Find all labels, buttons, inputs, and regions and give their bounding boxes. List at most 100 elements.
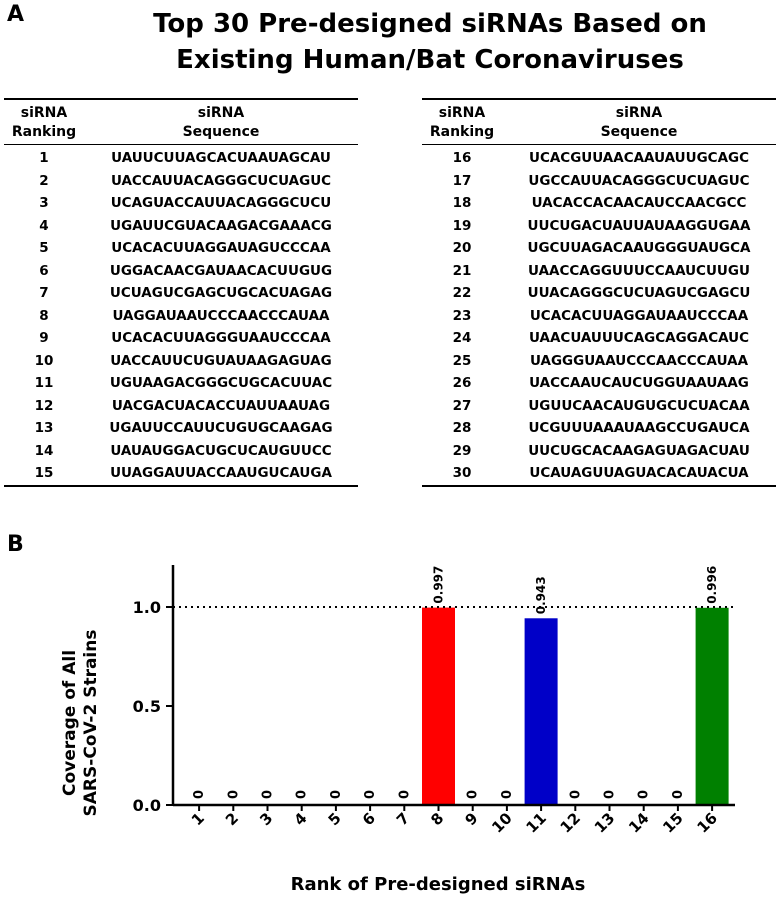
table-row: 27 UGUUCAACAUGUGCUCUACAA: [422, 395, 776, 418]
x-tick-label-4: 4: [290, 809, 310, 829]
sirna-sequence: UUACAGGGCUCUAGUCGAGCU: [527, 285, 751, 301]
table-row: 9 UCACACUUAGGGUAAUCCCAA: [4, 327, 358, 350]
sirna-rank: 26: [452, 375, 472, 391]
table-row: 23 UCACACUUAGGAUAAUCCCAA: [422, 305, 776, 328]
table-row: 13 UGAUUCCAUUCUGUGCAAGAG: [4, 417, 358, 440]
sirna-rank: 9: [39, 330, 49, 346]
sirna-sequence: UGGACAACGAUAACACUUGUG: [109, 262, 333, 279]
value-label-6: 0: [363, 790, 378, 799]
sirna-rank: 14: [34, 442, 54, 459]
sirna-sequence: UUCUGACUAUUAUAAGGUGAA: [527, 217, 751, 234]
x-tick-label-15: 15: [659, 809, 686, 836]
sirna-sequence: UAGGGUAAUCCCAACCCAUAA: [529, 352, 749, 369]
value-label-4: 0: [295, 790, 310, 799]
sirna-sequence: UCUAGUCGAGCUGCACUAGAG: [109, 285, 333, 301]
y-axis-label: Coverage of All SARS-CoV-2 Strains: [60, 630, 101, 817]
table-row: 30 UCAUAGUUAGUACACAUACUA: [422, 462, 776, 487]
x-tick-label-5: 5: [325, 809, 345, 829]
sirna-sequence: UAACCAGGUUUCCAAUCUUGU: [528, 262, 750, 279]
table-row: 16 UCACGUUAACAAUAUUGCAGC: [422, 145, 776, 170]
x-tick-label-6: 6: [359, 809, 379, 829]
sirna-sequence: UACGACUACACCUAUUAAUAG: [111, 397, 331, 414]
x-tick-label-13: 13: [591, 809, 618, 836]
sequence-header-line-2: Sequence: [84, 123, 358, 145]
bar-16: [695, 607, 729, 805]
y-tick-label-0.0: 0.0: [133, 796, 161, 815]
bar-11: [524, 618, 558, 805]
panel-label-b: B: [7, 532, 24, 557]
sirna-rank: 11: [34, 375, 54, 391]
sirna-sequence: UACACCACAACAUCCAACGCC: [531, 195, 747, 211]
sirna-sequence: UGAUUCGUACAAGACGAAACG: [110, 217, 332, 234]
sirna-rank: 17: [452, 172, 472, 189]
x-tick-label-10: 10: [488, 809, 515, 836]
table-row: 10 UACCAUUCUGUAUAAGAGUAG: [4, 350, 358, 373]
sirna-rank: 5: [39, 240, 49, 256]
table-row: 20 UGCUUAGACAAUGGGUAUGCA: [422, 237, 776, 260]
sirna-sequence: UAACUAUUUCAGCAGGACAUC: [528, 330, 750, 346]
x-tick-label-1: 1: [188, 809, 208, 829]
sirna-rank: 1: [39, 150, 49, 166]
value-label-13: 0: [603, 790, 618, 799]
sirna-rank: 20: [452, 240, 472, 256]
sirna-sequence: UGUAAGACGGGCUGCACUUAC: [109, 375, 333, 391]
table-row: 2 UACCAUUACAGGGCUCUAGUC: [4, 170, 358, 193]
sirna-table-right: siRNA siRNA Ranking Sequence 16 UCACGUUAA…: [422, 98, 776, 487]
table-row: 19 UUCUGACUAUUAUAAGGUGAA: [422, 215, 776, 238]
x-tick-label-2: 2: [222, 809, 242, 829]
table-row: 18 UACACCACAACAUCCAACGCC: [422, 192, 776, 215]
table-row: 26 UACCAAUCAUCUGGUAAUAAG: [422, 372, 776, 395]
sirna-rank: 25: [452, 352, 472, 369]
sirna-rank: 13: [34, 420, 54, 436]
table-row: 24 UAACUAUUUCAGCAGGACAUC: [422, 327, 776, 350]
sirna-rank: 28: [452, 420, 472, 436]
value-label-12: 0: [568, 790, 583, 799]
sirna-rank: 15: [4, 462, 84, 487]
y-tick-label-1.0: 1.0: [133, 598, 161, 617]
x-tick-label-11: 11: [522, 809, 549, 836]
sirna-rank: 7: [39, 285, 49, 301]
x-tick-label-16: 16: [693, 809, 720, 836]
bar-8: [422, 607, 455, 805]
table-title-line-2: Existing Human/Bat Coronaviruses: [176, 45, 684, 75]
table-row: 4 UGAUUCGUACAAGACGAAACG: [4, 215, 358, 238]
table-row: 17 UGCCAUUACAGGGCUCUAGUC: [422, 170, 776, 193]
sirna-rank: 21: [452, 262, 472, 279]
table-row: 28 UCGUUUAAAUAAGCCUGAUCA: [422, 417, 776, 440]
table-row: 7 UCUAGUCGAGCUGCACUAGAG: [4, 282, 358, 305]
sequence-header-line-1: siRNA: [84, 98, 358, 123]
sirna-sequence: UCACACUUAGGAUAGUCCCAA: [111, 240, 331, 256]
value-label-7: 0: [397, 790, 412, 799]
x-tick-label-9: 9: [461, 809, 481, 829]
table-title-line-1: Top 30 Pre-designed siRNAs Based on: [153, 9, 707, 39]
sirna-sequence: UCGUUUAAAUAAGCCUGAUCA: [528, 420, 750, 436]
sirna-rank: 18: [452, 195, 472, 211]
panel-label-a: A: [7, 2, 25, 27]
sirna-sequence: UGCCAUUACAGGGCUCUAGUC: [528, 172, 750, 189]
table-row: 3 UCAGUACCAUUACAGGGCUCU: [4, 192, 358, 215]
sirna-sequence: UUCUGCACAAGAGUAGACUAU: [528, 442, 750, 459]
sirna-rank: 2: [39, 172, 49, 189]
sirna-rank: 23: [452, 307, 472, 324]
value-label-9: 0: [466, 790, 481, 799]
sirna-rank: 4: [39, 217, 49, 234]
rank-header-line-2: Ranking: [422, 123, 502, 145]
sirna-sequence: UACCAUUACAGGGCUCUAGUC: [110, 172, 332, 189]
table-row: 14 UAUAUGGACUGCUCAUGUUCC: [4, 440, 358, 463]
value-label-16: 0.996: [705, 566, 719, 604]
sirna-sequence: UGUUCAACAUGUGCUCUACAA: [528, 397, 750, 414]
value-label-1: 0: [192, 790, 207, 799]
sirna-sequence: UACCAAUCAUCUGGUAAUAAG: [529, 375, 749, 391]
sirna-rank: 24: [452, 330, 472, 346]
value-label-3: 0: [261, 790, 276, 799]
y-tick-label-0.5: 0.5: [133, 697, 161, 716]
table-row: 15 UUAGGAUUACCAAUGUCAUGA: [4, 462, 358, 487]
sirna-sequence: UCACACUUAGGGUAAUCCCAA: [111, 330, 331, 346]
rank-header-line-1: siRNA: [422, 98, 502, 123]
x-tick-label-14: 14: [625, 809, 652, 836]
value-label-2: 0: [226, 790, 241, 799]
sirna-rank: 6: [39, 262, 49, 279]
y-axis-label-line-1: Coverage of All: [60, 650, 80, 796]
sirna-rank: 19: [452, 217, 472, 234]
x-tick-label-8: 8: [427, 809, 447, 829]
